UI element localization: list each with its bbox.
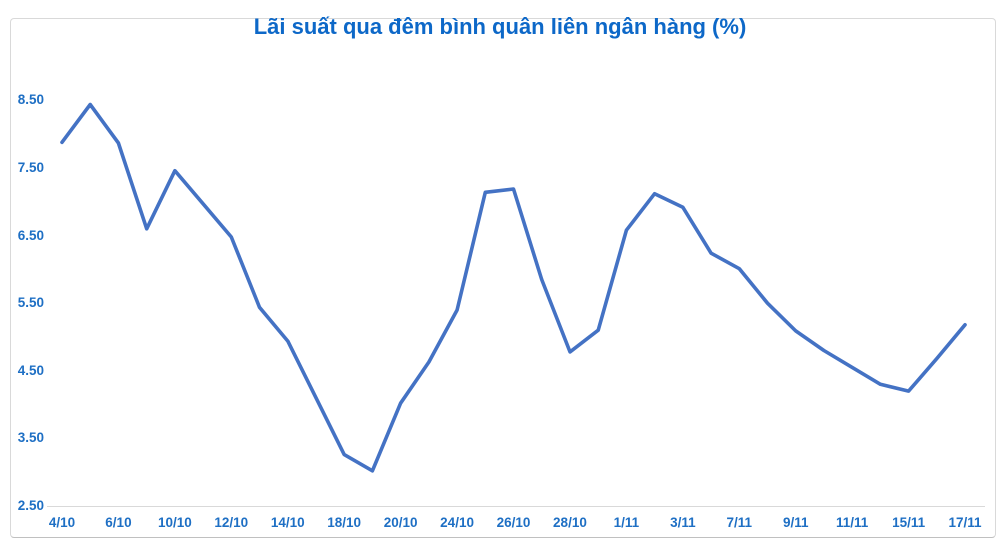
x-tick-label: 28/10 — [553, 515, 587, 530]
x-tick-label: 15/11 — [892, 515, 926, 530]
x-tick-label: 4/10 — [48, 515, 76, 530]
x-tick-label: 17/11 — [948, 515, 982, 530]
x-tick-label: 1/11 — [613, 515, 640, 530]
y-tick-label: 7.50 — [17, 160, 44, 175]
chart-title: Lãi suất qua đêm bình quân liên ngân hàn… — [253, 14, 747, 39]
y-tick-label: 6.50 — [17, 227, 44, 243]
x-tick-label: 9/11 — [782, 515, 809, 530]
x-tick-label: 18/10 — [327, 515, 362, 530]
x-tick-label: 7/11 — [726, 515, 753, 530]
series-line — [60, 102, 967, 473]
y-tick-label: 4.50 — [17, 362, 44, 378]
x-tick-label: 20/10 — [383, 515, 418, 530]
x-tick-label: 24/10 — [440, 515, 474, 530]
x-tick-label: 12/10 — [214, 515, 249, 530]
y-tick-label: 8.50 — [17, 92, 44, 108]
x-tick-label: 11/11 — [836, 515, 869, 530]
x-tick-label: 26/10 — [496, 515, 531, 530]
x-tick-label: 3/11 — [670, 515, 696, 530]
x-tick-label: 14/10 — [270, 515, 305, 530]
y-tick-label: 2.50 — [17, 498, 44, 513]
x-tick-label: 10/10 — [157, 515, 192, 530]
y-tick-label: 5.50 — [17, 295, 44, 311]
chart-frame — [10, 18, 996, 538]
x-axis-line — [47, 506, 985, 507]
y-tick-label: 3.50 — [17, 430, 44, 446]
x-tick-label: 6/10 — [105, 515, 132, 530]
